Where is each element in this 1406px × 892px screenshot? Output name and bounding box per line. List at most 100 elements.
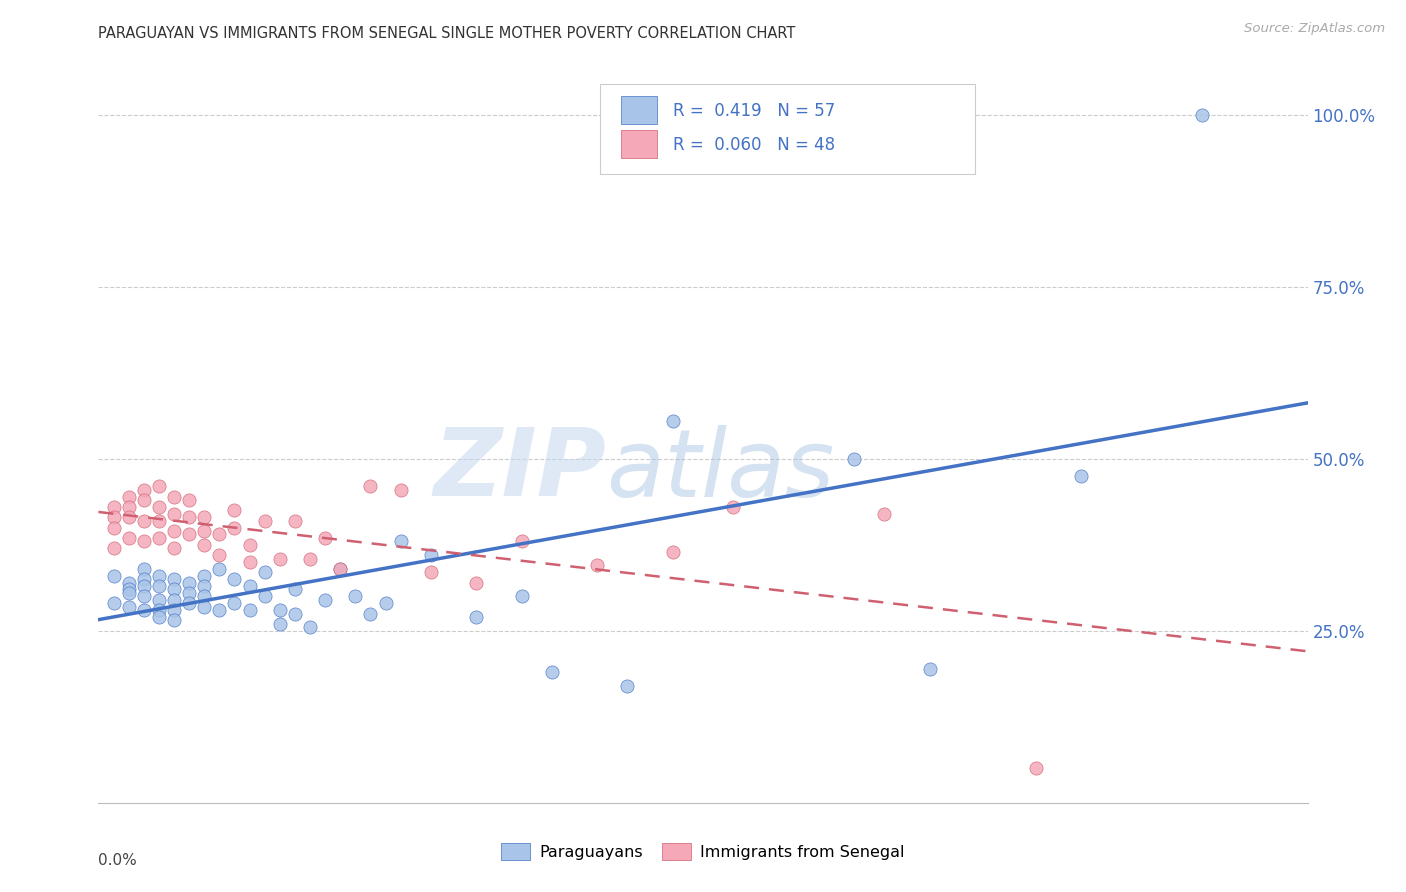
Point — [193, 590, 215, 604]
Point — [389, 483, 412, 497]
Point — [269, 551, 291, 566]
Point — [193, 538, 215, 552]
Point — [179, 510, 201, 524]
Point — [661, 544, 683, 558]
Point — [918, 662, 941, 676]
Point — [148, 603, 170, 617]
Point — [148, 592, 170, 607]
Point — [193, 524, 215, 538]
Point — [284, 514, 307, 528]
Text: Source: ZipAtlas.com: Source: ZipAtlas.com — [1244, 22, 1385, 36]
Point — [148, 500, 170, 514]
Point — [540, 665, 562, 679]
Point — [163, 614, 186, 628]
Point — [103, 510, 125, 524]
Point — [179, 575, 201, 590]
Point — [163, 582, 186, 597]
Point — [179, 493, 201, 508]
Text: 0.0%: 0.0% — [98, 854, 138, 869]
Point — [374, 596, 396, 610]
Text: ZIP: ZIP — [433, 425, 606, 516]
Point — [329, 562, 352, 576]
Point — [132, 483, 155, 497]
Point — [163, 490, 186, 504]
Text: atlas: atlas — [606, 425, 835, 516]
Point — [148, 579, 170, 593]
Point — [253, 514, 276, 528]
Point — [1025, 761, 1047, 775]
Point — [723, 500, 745, 514]
Point — [224, 520, 246, 534]
Point — [132, 603, 155, 617]
Point — [163, 541, 186, 556]
Point — [661, 414, 683, 428]
Point — [1191, 108, 1213, 122]
Point — [132, 590, 155, 604]
Point — [360, 479, 382, 493]
Point — [239, 603, 262, 617]
Point — [360, 607, 382, 621]
Point — [103, 596, 125, 610]
Point — [208, 527, 231, 541]
Point — [148, 610, 170, 624]
Point — [465, 610, 488, 624]
Point — [118, 510, 141, 524]
FancyBboxPatch shape — [621, 130, 657, 158]
Point — [208, 562, 231, 576]
Point — [344, 590, 367, 604]
Point — [420, 548, 443, 562]
FancyBboxPatch shape — [600, 84, 976, 174]
Text: R =  0.060   N = 48: R = 0.060 N = 48 — [672, 136, 835, 154]
Point — [208, 603, 231, 617]
Point — [314, 531, 336, 545]
Point — [163, 524, 186, 538]
Point — [103, 520, 125, 534]
Point — [118, 490, 141, 504]
Point — [299, 620, 322, 634]
Point — [389, 534, 412, 549]
Point — [224, 596, 246, 610]
Point — [873, 507, 896, 521]
Point — [465, 575, 488, 590]
Point — [118, 500, 141, 514]
Point — [118, 582, 141, 597]
Point — [420, 566, 443, 580]
Point — [284, 582, 307, 597]
Point — [239, 555, 262, 569]
Point — [193, 579, 215, 593]
Point — [269, 616, 291, 631]
Point — [148, 531, 170, 545]
Point — [329, 562, 352, 576]
Point — [224, 503, 246, 517]
Text: R =  0.419   N = 57: R = 0.419 N = 57 — [672, 102, 835, 120]
Legend: Paraguayans, Immigrants from Senegal: Paraguayans, Immigrants from Senegal — [498, 839, 908, 863]
Point — [132, 579, 155, 593]
Point — [586, 558, 609, 573]
Point — [132, 572, 155, 586]
Point — [299, 551, 322, 566]
Point — [193, 510, 215, 524]
Point — [844, 451, 866, 466]
Text: PARAGUAYAN VS IMMIGRANTS FROM SENEGAL SINGLE MOTHER POVERTY CORRELATION CHART: PARAGUAYAN VS IMMIGRANTS FROM SENEGAL SI… — [98, 26, 796, 40]
Point — [118, 575, 141, 590]
Point — [224, 572, 246, 586]
Point — [1070, 469, 1092, 483]
Point — [616, 679, 638, 693]
Point — [148, 568, 170, 582]
Point — [118, 599, 141, 614]
Point — [314, 592, 336, 607]
Point — [163, 572, 186, 586]
Point — [132, 562, 155, 576]
Point — [193, 568, 215, 582]
Point — [193, 599, 215, 614]
Point — [148, 479, 170, 493]
Point — [179, 596, 201, 610]
Point — [208, 548, 231, 562]
Point — [284, 607, 307, 621]
Point — [132, 493, 155, 508]
Point — [510, 534, 533, 549]
Point — [118, 531, 141, 545]
Point — [510, 590, 533, 604]
FancyBboxPatch shape — [621, 96, 657, 124]
Point — [103, 541, 125, 556]
